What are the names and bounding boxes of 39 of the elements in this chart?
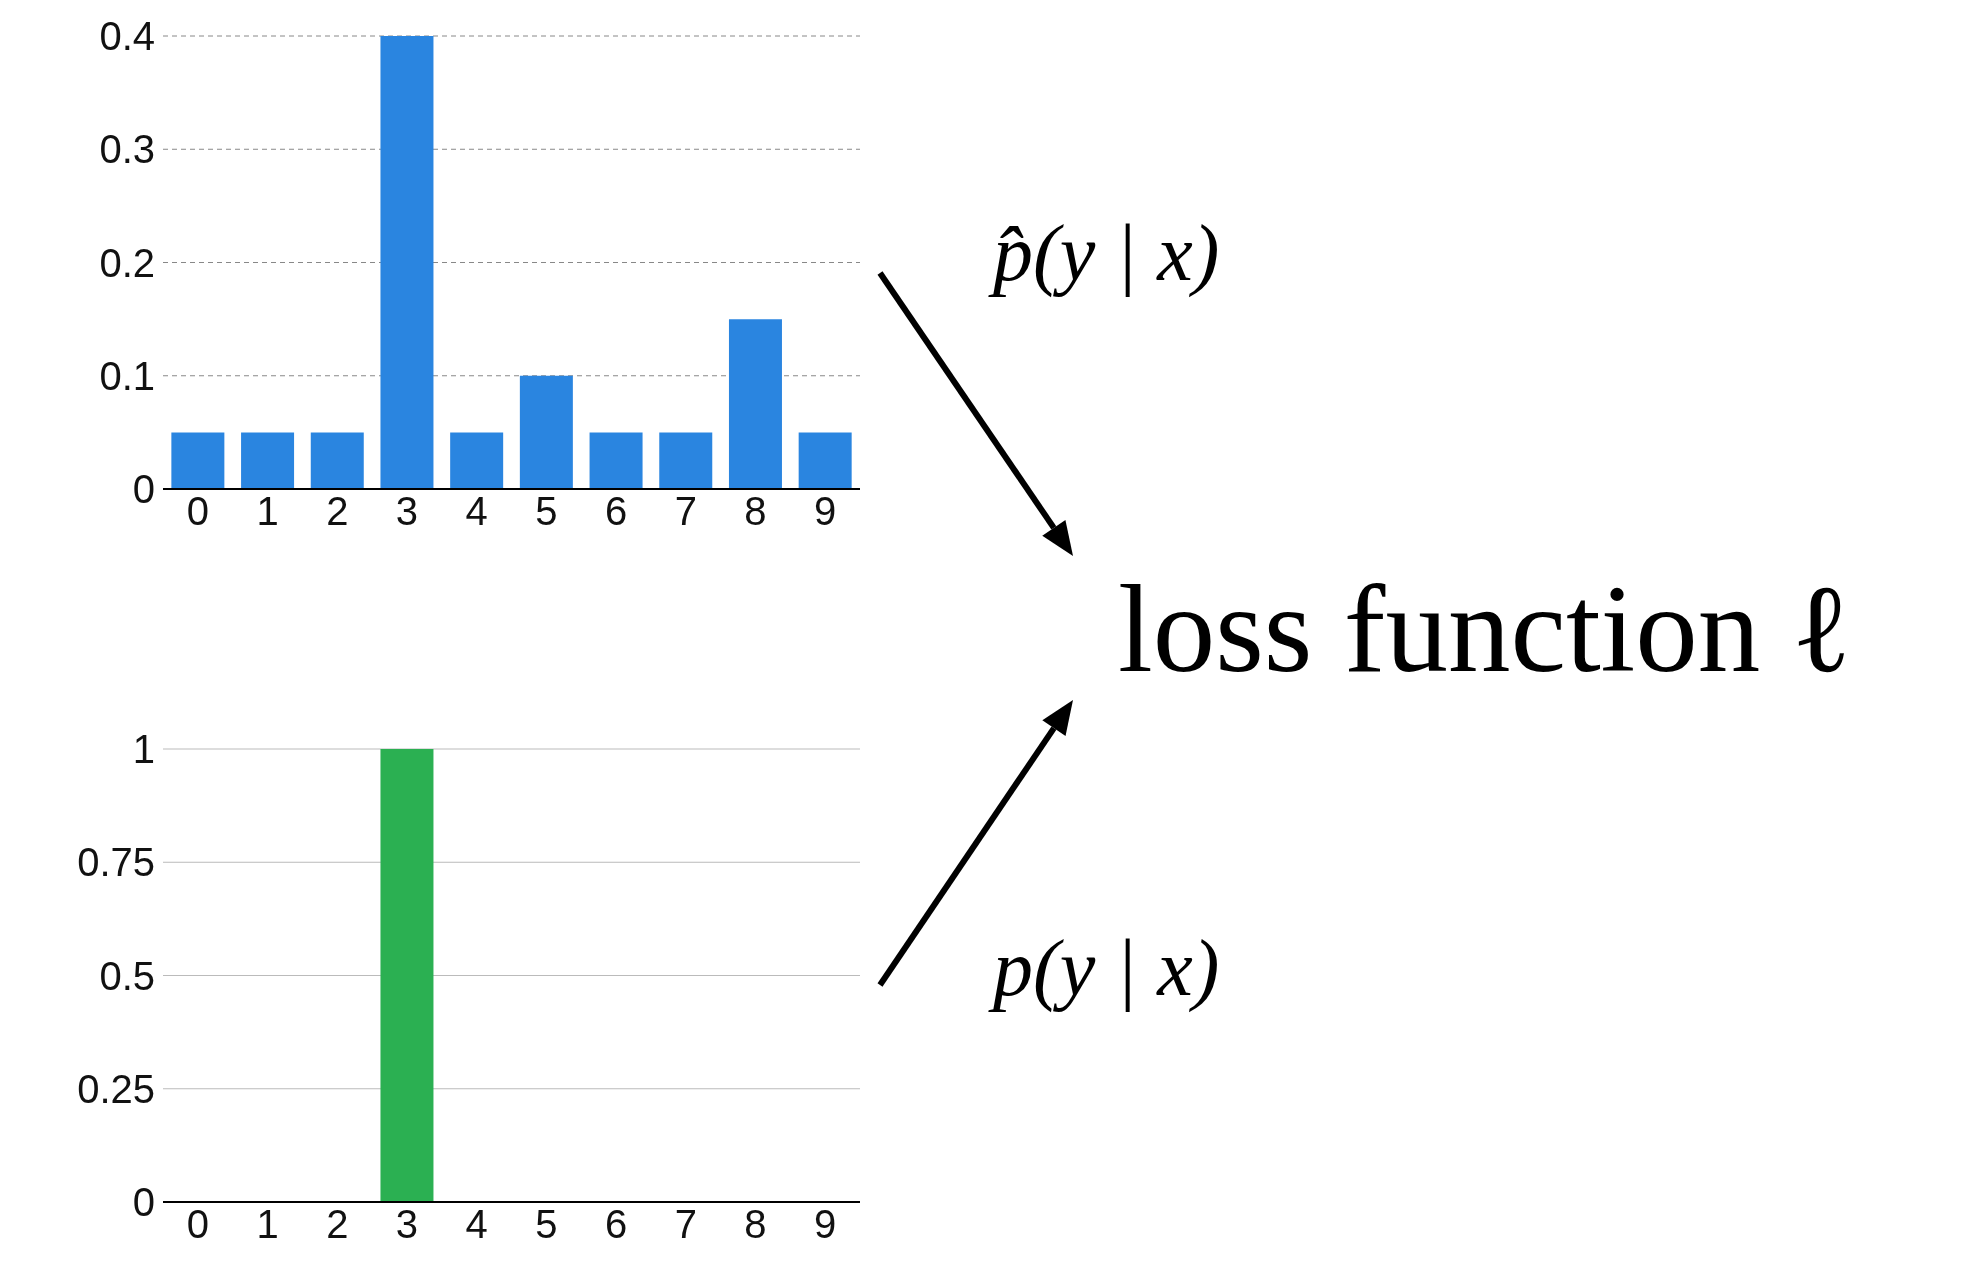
y-tick-label: 0.1 [99,353,155,398]
x-tick-label: 4 [465,489,488,534]
bar [380,36,434,489]
bar [171,432,225,489]
bar [728,319,782,489]
x-tick-label: 6 [604,489,628,534]
bar [589,432,643,489]
x-tick-label: 2 [326,1202,349,1247]
bar [519,375,573,489]
x-tick-label: 0 [186,1202,209,1247]
y-tick-label: 0.2 [99,240,155,285]
x-tick-label: 5 [535,1202,558,1247]
bar [659,432,713,489]
y-tick-label: 0.5 [99,953,155,998]
y-tick-label: 0.3 [99,127,155,172]
y-tick-label: 0.75 [77,840,155,885]
x-tick-label: 8 [744,1202,767,1247]
x-tick-label: 0 [186,489,209,534]
x-tick-label: 1 [256,1202,279,1247]
bar [450,432,504,489]
text: loss function ℓ [1118,559,1852,700]
x-tick-label: 9 [814,1202,837,1247]
x-tick-label: 9 [814,489,837,534]
bar [310,432,364,489]
x-tick-label: 4 [465,1202,488,1247]
x-tick-label: 3 [395,489,419,534]
bar [798,432,852,489]
x-tick-label: 7 [674,1202,697,1247]
y-tick-label: 1 [132,727,155,772]
x-tick-label: 2 [326,489,349,534]
x-tick-label: 6 [604,1202,628,1247]
x-tick-label: 3 [395,1202,419,1247]
x-tick-label: 7 [674,489,697,534]
y-tick-label: 0.25 [77,1066,155,1111]
bar [241,432,295,489]
x-tick-label: 5 [535,489,558,534]
x-tick-label: 8 [744,489,767,534]
x-tick-label: 1 [256,489,279,534]
y-tick-label: 0.4 [99,14,155,59]
